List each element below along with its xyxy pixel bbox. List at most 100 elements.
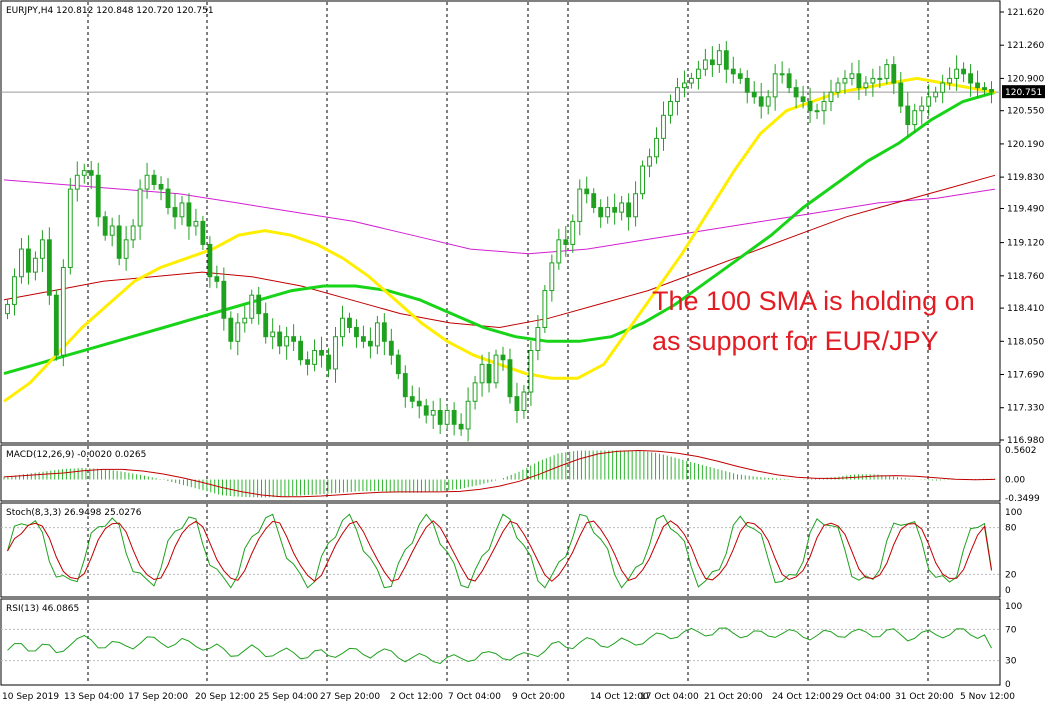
annotation-line-2: as support for EUR/JPY	[652, 326, 939, 356]
macd-tick-label: 0.00	[1005, 476, 1025, 486]
candle-up	[270, 331, 276, 338]
candle-down	[968, 73, 973, 84]
candle-down	[626, 202, 632, 218]
time-tick-label: 17 Oct 04:00	[640, 692, 699, 702]
candle-down	[793, 87, 799, 98]
candle-up	[549, 262, 555, 292]
candle-down	[905, 105, 911, 126]
candle-up	[130, 225, 136, 241]
candle-up	[619, 202, 625, 213]
candle-up	[333, 336, 338, 370]
candle-up	[284, 336, 290, 347]
candle-down	[347, 317, 352, 328]
candle-up	[654, 137, 659, 158]
rsi-label: RSI(13) 46.0865	[6, 604, 79, 614]
candle-up	[493, 354, 499, 384]
candle-down	[151, 174, 157, 185]
candle-up	[828, 91, 834, 102]
candle-down	[228, 317, 234, 342]
grid-lines	[1, 2, 1000, 684]
stoch-tick-label: 0	[1005, 586, 1011, 596]
time-tick-label: 21 Oct 20:00	[704, 692, 763, 702]
candle-up	[695, 68, 701, 79]
candle-down	[388, 340, 394, 356]
candle-up	[528, 350, 534, 393]
candle-down	[158, 183, 164, 190]
candle-down	[172, 207, 178, 218]
time-tick-label: 14 Oct 12:00	[590, 692, 649, 702]
price-tick-label: 120.190	[1007, 140, 1044, 150]
candle-down	[46, 239, 52, 296]
rsi-tick-label: 30	[1005, 657, 1017, 667]
price-tick-label: 121.260	[1007, 41, 1044, 51]
candle-down	[486, 363, 492, 384]
annotation-line-1: The 100 SMA is holding on	[652, 286, 975, 316]
time-tick-label: 9 Oct 20:00	[512, 692, 565, 702]
candle-up	[521, 391, 527, 411]
candle-down	[221, 280, 227, 319]
time-tick-label: 2 Oct 12:00	[390, 692, 443, 702]
candle-down	[88, 170, 94, 176]
candle-down	[298, 340, 304, 361]
candle-down	[354, 326, 359, 338]
candle-up	[605, 207, 611, 218]
candle-down	[507, 359, 513, 398]
candle-down	[186, 202, 192, 227]
candle-up	[444, 409, 450, 425]
candle-up	[940, 82, 946, 93]
candle-up	[919, 105, 925, 112]
candle-down	[102, 216, 108, 236]
time-tick-label: 25 Sep 04:00	[258, 692, 318, 702]
candle-up	[870, 77, 876, 84]
candle-down	[758, 96, 764, 107]
candle-up	[144, 174, 150, 190]
candle-up	[465, 400, 471, 430]
candle-down	[437, 409, 443, 425]
symbol-header: EURJPY,H4 120.812 120.848 120.720 120.75…	[6, 6, 214, 16]
candle-down	[737, 73, 743, 79]
time-tick-label: 20 Sep 12:00	[195, 692, 255, 702]
candle-down	[95, 174, 101, 218]
candle-up	[716, 50, 722, 66]
price-tick-label: 117.690	[1007, 371, 1044, 381]
price-tick-label: 121.620	[1007, 8, 1044, 18]
candle-down	[451, 409, 457, 425]
candle-up	[661, 114, 666, 139]
candle-up	[39, 239, 45, 259]
candle-down	[961, 68, 967, 75]
candle-up	[12, 276, 17, 305]
time-tick-label: 27 Sep 20:00	[320, 692, 380, 702]
candle-down	[409, 396, 415, 402]
candle-up	[32, 257, 38, 273]
candle-down	[326, 354, 331, 370]
price-tick-label: 119.120	[1007, 239, 1044, 249]
candle-up	[374, 322, 380, 347]
candle-down	[514, 396, 520, 411]
candle-down	[395, 354, 401, 375]
candle-down	[416, 400, 422, 407]
stoch-tick-label: 20	[1005, 570, 1017, 580]
last-price-box	[1002, 85, 1045, 99]
candle-down	[723, 50, 729, 70]
candle-up	[954, 68, 960, 79]
candle-down	[584, 188, 590, 195]
price-tick-label: 118.050	[1007, 337, 1044, 347]
candle-down	[730, 68, 736, 75]
candle-down	[200, 220, 206, 245]
candle-up	[877, 77, 883, 80]
candle-down	[263, 313, 269, 338]
candle-up	[67, 188, 73, 269]
macd-signal-line	[3, 449, 996, 498]
rsi-tick-label: 100	[1005, 602, 1022, 612]
candle-down	[305, 359, 311, 365]
candle-down	[207, 243, 213, 278]
candle-down	[786, 73, 792, 89]
candle-down	[381, 322, 387, 342]
stoch-d-line	[7, 520, 992, 582]
stoch-label: Stoch(8,3,3) 26.9498 25.0276	[6, 508, 142, 518]
axis-labels: 121.620 121.260 120.900 120.550 120.190 119.8…	[2, 8, 1045, 702]
candle-down	[598, 207, 604, 218]
rsi-series	[1, 627, 1000, 665]
macd-series	[3, 449, 996, 498]
candle-up	[633, 193, 639, 218]
